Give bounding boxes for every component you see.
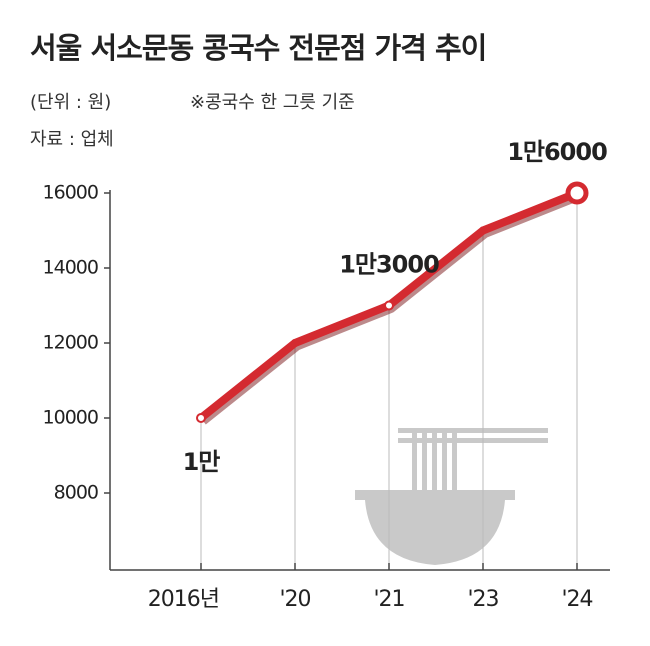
value-label: 1만3000 xyxy=(339,251,439,279)
point xyxy=(565,181,589,205)
chart-note: ※콩국수 한 그릇 기준 xyxy=(190,92,355,113)
value-label: 1만 xyxy=(183,448,221,476)
point xyxy=(479,226,487,235)
point xyxy=(196,413,206,423)
y-tick-label: 14000 xyxy=(43,257,98,279)
chart-title: 서울 서소문동 콩국수 전문점 가격 추이 xyxy=(30,31,486,65)
x-tick-label: '23 xyxy=(467,587,498,612)
value-label: 1만6000 xyxy=(507,138,607,166)
x-tick-label: '24 xyxy=(561,587,592,612)
y-tick-label: 10000 xyxy=(43,407,98,429)
y-tick-label: 8000 xyxy=(54,482,98,504)
y-tick-label: 12000 xyxy=(43,332,98,354)
point xyxy=(384,300,394,311)
chart-subtitle: (단위 : 원) xyxy=(30,92,111,113)
x-tick-label: '20 xyxy=(279,587,310,612)
x-tick-label: 2016년 xyxy=(148,587,219,612)
chart-source: 자료 : 업체 xyxy=(30,129,114,150)
bowl-icon xyxy=(355,428,548,565)
y-tick-label: 16000 xyxy=(43,182,98,204)
point xyxy=(291,339,299,347)
x-tick-label: '21 xyxy=(373,587,404,612)
